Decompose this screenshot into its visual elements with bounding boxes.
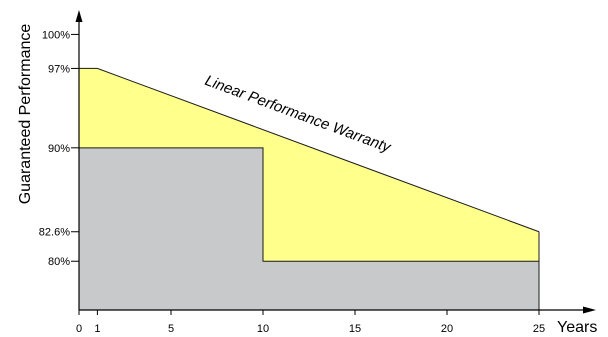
y-axis-title: Guaranteed Performance [17,24,34,205]
x-axis-title: Years [557,319,597,336]
y-tick-label: 90% [48,143,70,155]
series-line-0 [79,67,540,233]
x-tick-label: 1 [94,323,100,335]
x-tick-label: 20 [441,323,453,335]
x-axis-arrow [583,306,596,314]
x-tick-label: 0 [76,323,82,335]
series-line-1 [79,147,539,262]
x-tick-label: 5 [168,323,174,335]
y-tick-label: 80% [48,256,70,268]
series-area-1 [79,147,539,310]
x-tick-label: 25 [533,323,545,335]
x-tick-label: 15 [349,323,361,335]
x-tick-label: 10 [257,323,269,335]
y-tick-label: 82.6% [39,227,70,239]
y-tick-label: 100% [42,29,70,41]
y-tick-label: 97% [48,63,70,75]
y-axis-arrow [75,10,83,22]
